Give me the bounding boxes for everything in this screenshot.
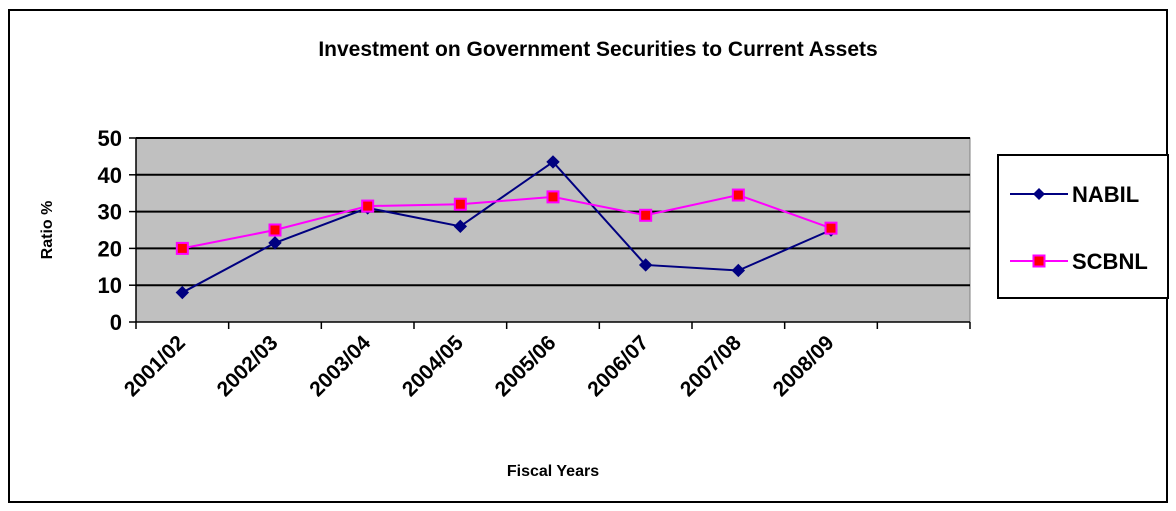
legend: NABIL SCBNL: [997, 154, 1169, 299]
data-point: [824, 221, 838, 235]
data-point: [175, 285, 190, 300]
series-layer: [175, 155, 838, 300]
data-point: [638, 258, 653, 272]
y-tick-label: 50: [98, 126, 122, 151]
x-tick-label: 2002/03: [213, 331, 283, 401]
x-tick-label: 2004/05: [398, 331, 468, 401]
x-tick-label: 2001/02: [120, 331, 190, 401]
data-point: [268, 223, 282, 237]
axes: [129, 137, 971, 329]
x-tick-label: 2006/07: [583, 331, 653, 401]
y-tick-label: 0: [110, 310, 122, 335]
chart-title: Investment on Government Securities to C…: [318, 38, 877, 61]
data-point: [453, 219, 468, 234]
data-point: [731, 263, 746, 278]
legend-item-nabil: NABIL: [1010, 182, 1139, 207]
data-point: [268, 236, 282, 250]
series-line: [181, 160, 832, 294]
data-point: [361, 199, 375, 213]
data-point: [731, 188, 745, 202]
x-tick-label: 2005/06: [491, 331, 561, 401]
legend-box: [997, 154, 1169, 299]
x-tick-labels: 2001/02 2002/03 2003/04 2004/05 2005/06 2006/…: [120, 331, 839, 401]
data-point: [546, 155, 560, 169]
legend-label: NABIL: [1072, 182, 1139, 207]
y-axis-label: Ratio %: [39, 201, 56, 260]
data-point: [175, 241, 189, 255]
x-tick-label: 2008/09: [769, 331, 839, 401]
data-point: [546, 190, 560, 204]
y-tick-label: 20: [98, 236, 122, 261]
legend-label: SCBNL: [1072, 249, 1148, 274]
x-axis-label: Fiscal Years: [507, 463, 599, 480]
data-point: [453, 197, 467, 211]
legend-marker: [1033, 188, 1045, 200]
y-tick-label: 10: [98, 273, 122, 298]
y-tick-label: 40: [98, 163, 122, 188]
legend-item-scbnl: SCBNL: [1010, 249, 1148, 274]
x-tick-label: 2007/08: [676, 331, 746, 401]
x-tick-label: 2003/04: [305, 331, 375, 401]
series-scbnl: [175, 188, 838, 255]
y-tick-label: 30: [98, 200, 122, 225]
data-point: [639, 208, 653, 222]
series-line: [182, 194, 832, 250]
legend-marker: [1032, 254, 1046, 268]
y-tick-labels: 0 10 20 30 40 50: [98, 126, 122, 335]
